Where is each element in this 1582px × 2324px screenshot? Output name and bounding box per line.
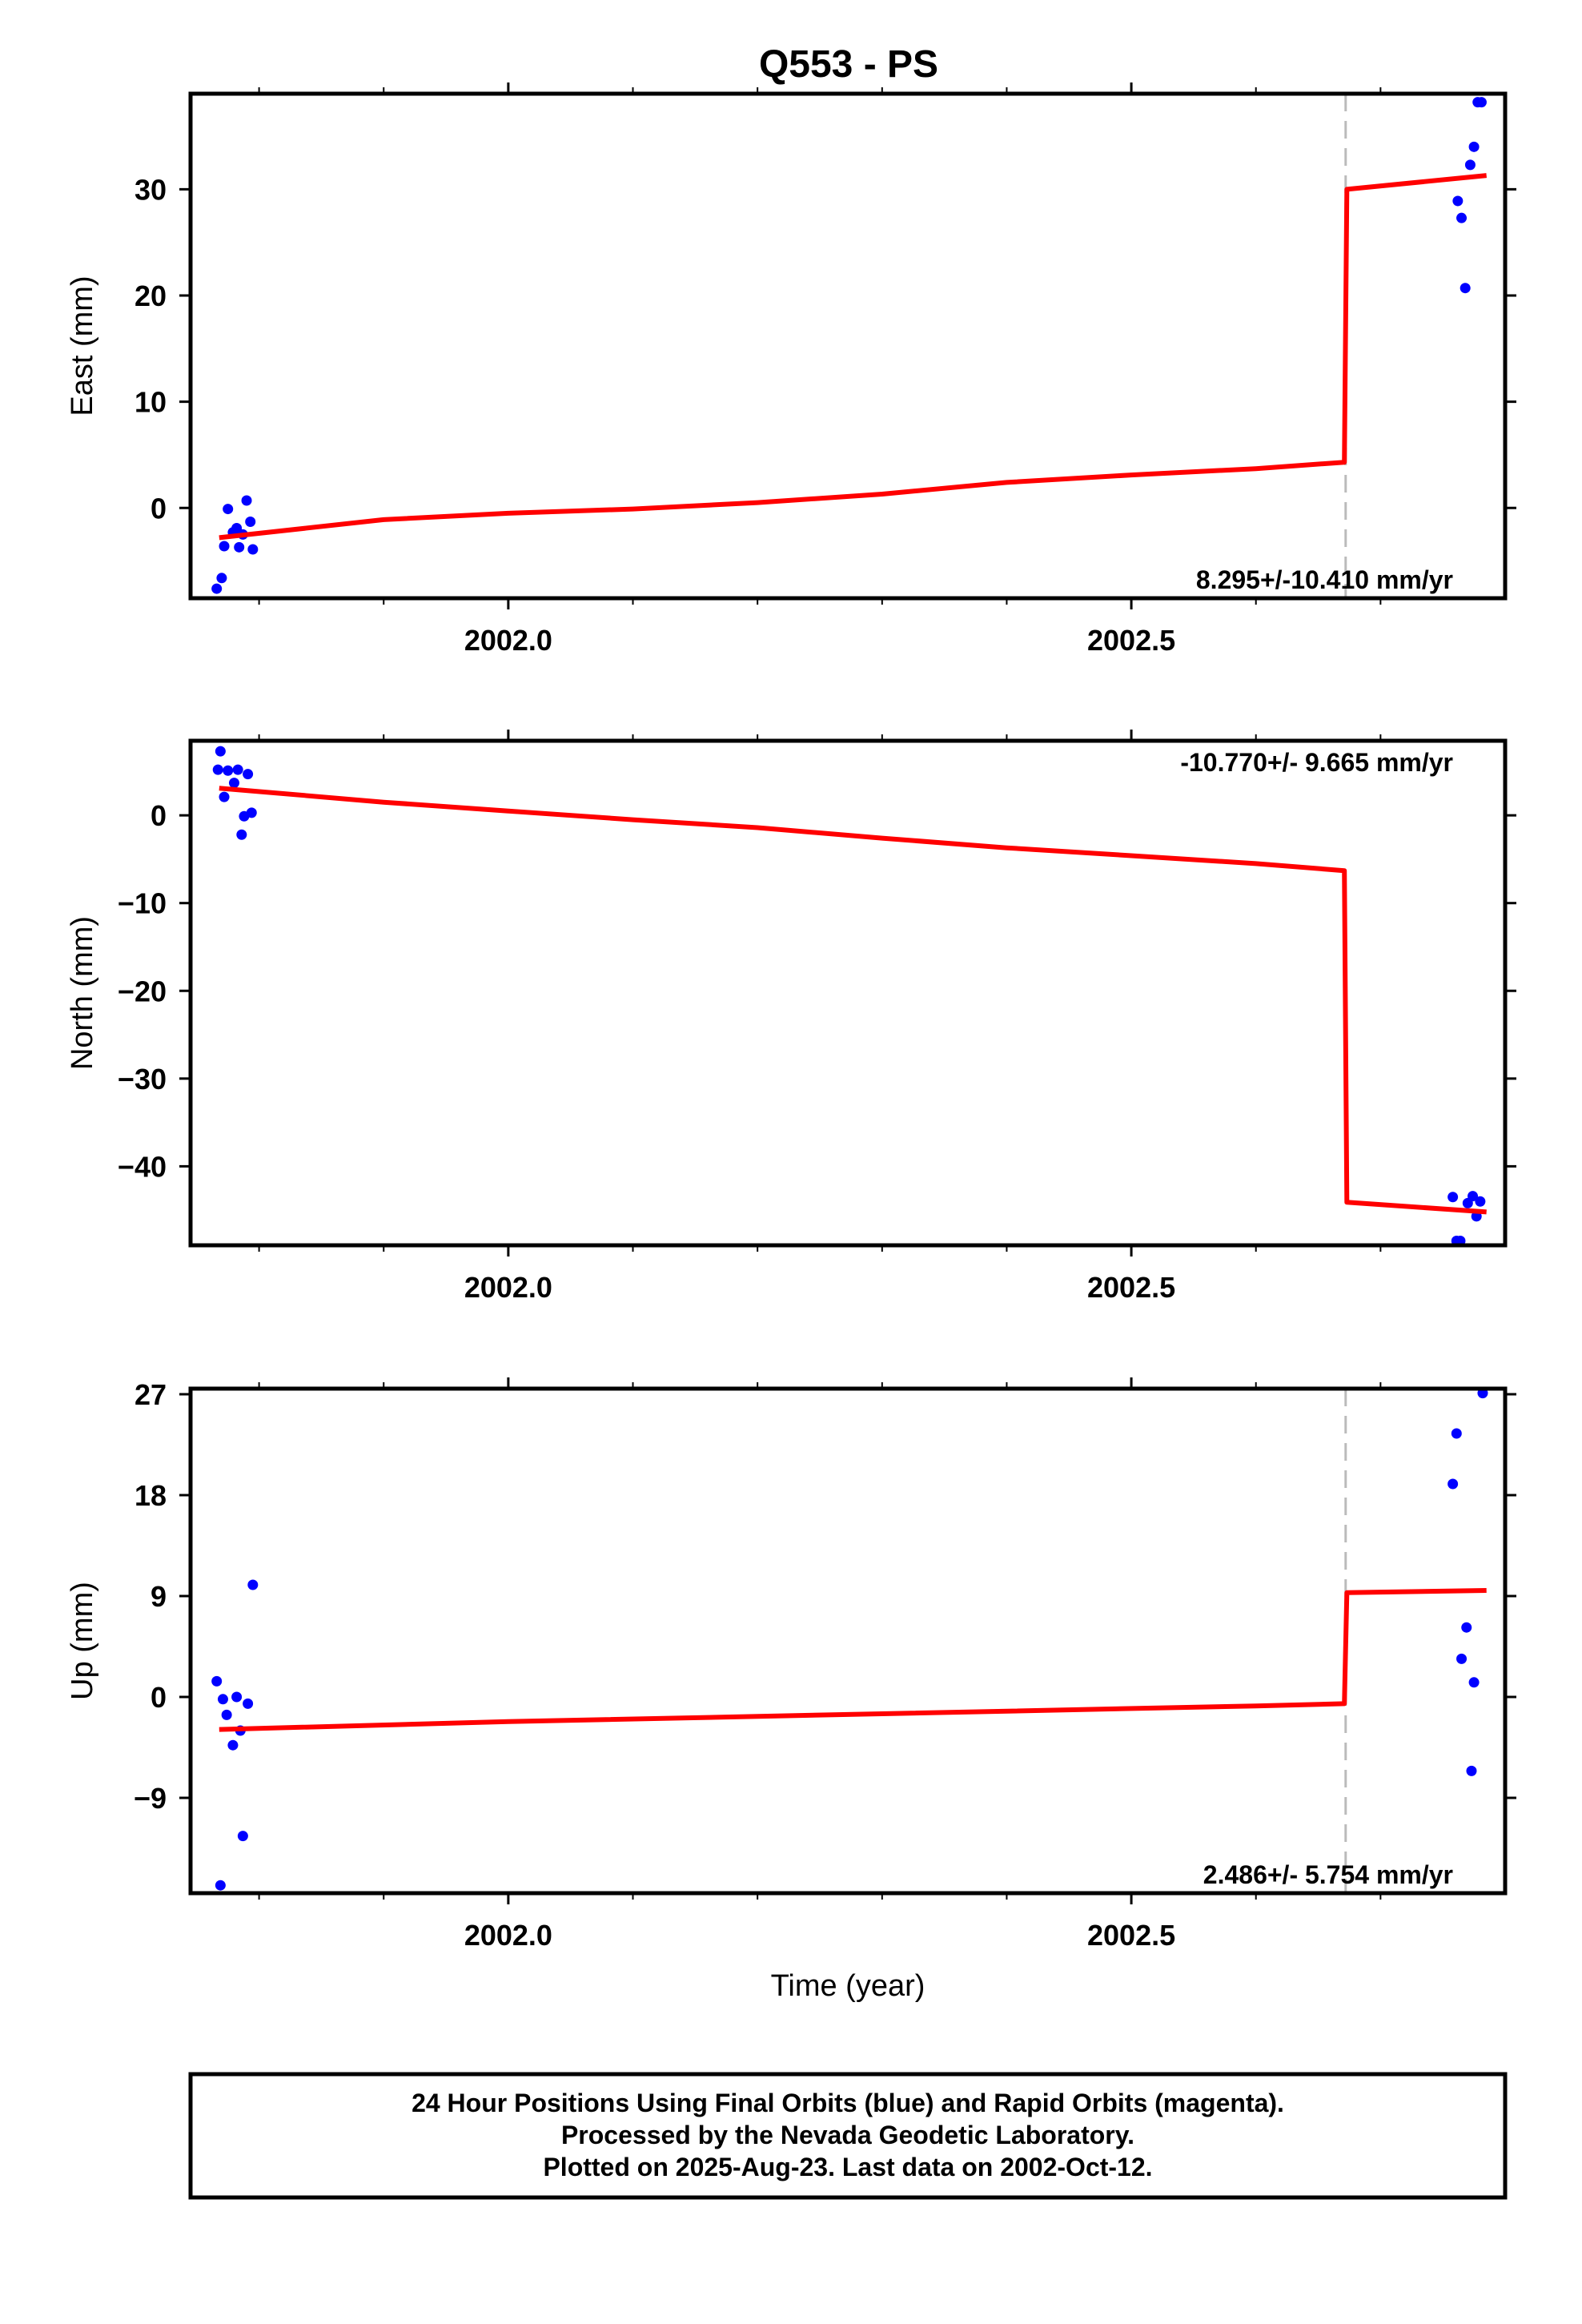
y-tick-label: −9 [134, 1782, 167, 1815]
rate-label: 8.295+/-10.410 mm/yr [1196, 565, 1453, 594]
y-axis-label: East (mm) [66, 275, 99, 416]
data-point [223, 504, 234, 515]
data-point [1468, 141, 1480, 152]
plot-area [211, 94, 1487, 598]
plot-area [211, 1389, 1488, 1893]
data-point [245, 517, 256, 528]
data-point [211, 1675, 223, 1687]
model-line [219, 1588, 1487, 1732]
y-tick-label: −10 [118, 887, 167, 920]
model-line [219, 786, 1487, 1215]
y-tick-label: 10 [135, 386, 167, 419]
x-tick-label: 2002.5 [1087, 1271, 1175, 1304]
y-tick-label: 0 [151, 799, 167, 832]
y-axis-label: Up (mm) [66, 1582, 99, 1700]
data-point [243, 1698, 254, 1709]
data-point [231, 522, 243, 533]
y-tick-label: −30 [118, 1063, 167, 1096]
data-point [1455, 1236, 1466, 1245]
y-tick-label: −40 [118, 1150, 167, 1183]
data-point [217, 1694, 228, 1705]
y-tick-label: 27 [135, 1378, 167, 1411]
data-point [1468, 1191, 1479, 1202]
data-point [227, 1739, 239, 1751]
data-point [228, 778, 239, 789]
data-point [247, 544, 259, 555]
data-point [1447, 1478, 1459, 1490]
x-tick-label: 2002.5 [1087, 624, 1175, 657]
data-point [232, 764, 243, 775]
up-panel: 2002.0 2002.5 27 18 9 0 −9 Up (mm) 2.486+/- 5.75… [66, 1377, 1516, 2003]
data-point [234, 541, 245, 553]
data-point [219, 541, 230, 552]
data-point [1447, 1192, 1459, 1203]
y-tick-label: 0 [151, 1681, 167, 1714]
data-point [1456, 1653, 1468, 1664]
caption-line-1: 24 Hour Positions Using Final Orbits (bl… [412, 2089, 1284, 2117]
x-tick-label: 2002.0 [464, 624, 552, 657]
caption-line-3: Plotted on 2025-Aug-23. Last data on 200… [543, 2153, 1152, 2181]
data-point [247, 1579, 259, 1590]
x-tick-label: 2002.5 [1087, 1919, 1175, 1952]
plot-frame [188, 738, 1508, 1248]
data-point [221, 1709, 232, 1720]
caption-line-2: Processed by the Nevada Geodetic Laborat… [561, 2121, 1134, 2149]
rate-label: 2.486+/- 5.754 mm/yr [1203, 1860, 1453, 1889]
data-point [246, 807, 257, 818]
data-point [212, 764, 223, 775]
data-point [215, 1880, 226, 1891]
y-tick-label: 9 [151, 1580, 167, 1613]
data-point [237, 1831, 248, 1842]
plot-area [212, 746, 1487, 1245]
data-point [1468, 1677, 1480, 1688]
y-tick-label: −20 [118, 975, 167, 1007]
data-point [211, 583, 223, 594]
data-point [1451, 1428, 1462, 1439]
data-point [1477, 1389, 1488, 1399]
caption-box [188, 2072, 1508, 2200]
rate-label: -10.770+/- 9.665 mm/yr [1180, 748, 1453, 777]
y-axis-label: North (mm) [66, 916, 99, 1070]
data-point [231, 1691, 243, 1703]
y-tick-label: 20 [135, 279, 167, 312]
data-point [1456, 212, 1468, 223]
east-panel: 2002.0 2002.5 0 10 20 30 East (mm) 8.295+/-10.4… [66, 82, 1516, 657]
data-point [219, 791, 230, 802]
x-axis-label: Time (year) [771, 1969, 926, 2003]
model-line [219, 173, 1487, 541]
data-point [241, 495, 252, 506]
data-point [1464, 159, 1476, 171]
x-tick-label: 2002.0 [464, 1919, 552, 1952]
x-tick-label: 2002.0 [464, 1271, 552, 1304]
data-point [1460, 283, 1471, 294]
data-point [236, 829, 247, 840]
data-point [1475, 1196, 1486, 1207]
data-point [223, 765, 234, 776]
data-point [1466, 1765, 1477, 1776]
data-point [1452, 195, 1464, 207]
plot-frame [188, 91, 1508, 601]
data-point [216, 573, 227, 584]
data-point [215, 746, 226, 757]
y-tick-label: 30 [135, 173, 167, 206]
data-point [1461, 1622, 1472, 1633]
figure-title: Q553 - PS [759, 43, 938, 86]
data-point [1476, 97, 1487, 108]
data-point [243, 769, 254, 780]
plot-frame [188, 1386, 1508, 1896]
north-panel: 2002.0 2002.5 0 −10 −20 −30 −40 North (mm) -10.7… [66, 730, 1516, 1304]
y-tick-label: 18 [135, 1479, 167, 1512]
y-tick-label: 0 [151, 492, 167, 525]
